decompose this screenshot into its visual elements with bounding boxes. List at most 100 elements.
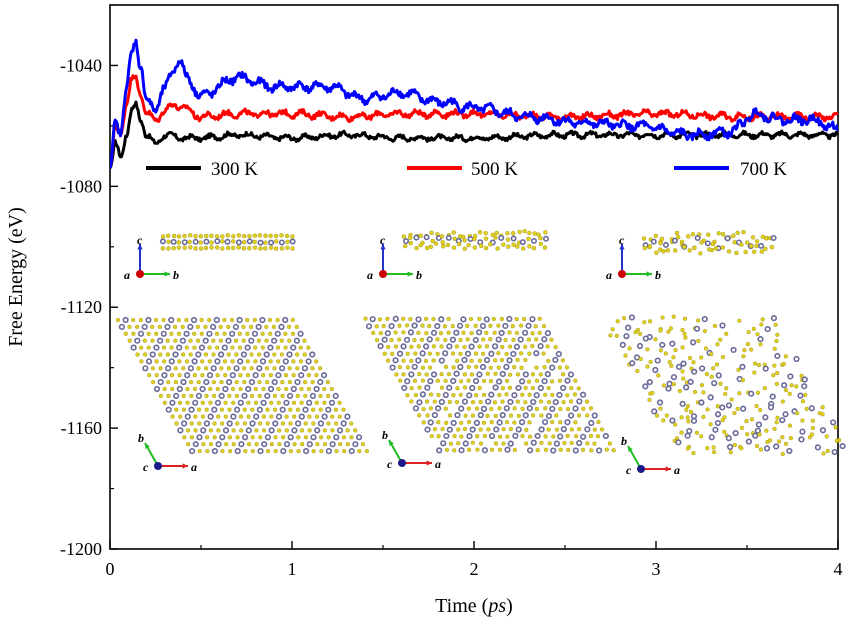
metal-atom [192, 399, 199, 406]
sulfur-atom [493, 358, 498, 363]
sulfur-atom [242, 421, 247, 426]
sulfur-atom [413, 393, 418, 398]
sulfur-atom [520, 392, 525, 397]
sulfur-atom [242, 233, 247, 239]
sulfur-atom [228, 449, 233, 454]
sulfur-atom [508, 426, 514, 432]
sulfur-atom [170, 414, 175, 419]
sulfur-atom [322, 386, 327, 392]
sulfur-atom [592, 441, 597, 446]
metal-atom [446, 343, 453, 350]
metal-atom [404, 378, 411, 385]
metal-atom [769, 393, 776, 400]
sulfur-atom [714, 362, 720, 367]
sulfur-atom [466, 406, 471, 411]
metal-atom [222, 427, 230, 434]
metal-atom [344, 413, 351, 420]
metal-atom [275, 372, 282, 379]
sulfur-atom [515, 372, 521, 377]
legend-label-700k: 700 K [740, 159, 787, 180]
metal-atom [708, 434, 715, 441]
top-view-500k [363, 315, 616, 454]
sulfur-atom [242, 366, 247, 371]
metal-atom [309, 351, 316, 358]
sulfur-atom [499, 357, 504, 363]
sulfur-atom [438, 331, 444, 336]
metal-atom [259, 358, 267, 365]
sulfur-atom [480, 351, 486, 356]
sulfur-atom [197, 407, 202, 412]
c-axis-label: c [626, 463, 632, 477]
sulfur-atom [181, 393, 186, 398]
sulfur-atom [171, 245, 176, 251]
sulfur-atom [198, 240, 203, 245]
sulfur-atom [200, 373, 205, 378]
sulfur-atom [569, 427, 574, 432]
metal-atom [401, 384, 408, 392]
sulfur-atom [539, 413, 544, 418]
sulfur-atom [683, 335, 688, 340]
sulfur-atom [424, 372, 429, 377]
metal-atom [225, 337, 232, 344]
sulfur-atom [538, 372, 543, 377]
sulfur-atom [300, 442, 305, 447]
metal-atom [530, 439, 537, 446]
sulfur-atom [290, 317, 295, 323]
sulfur-atom [279, 233, 284, 238]
sulfur-atom [668, 326, 673, 331]
metal-atom [251, 330, 259, 337]
sulfur-atom [420, 378, 426, 383]
sulfur-atom [401, 358, 406, 363]
metal-atom [711, 380, 718, 387]
sulfur-atom [227, 435, 232, 440]
metal-atom [222, 385, 229, 393]
metal-atom [435, 405, 442, 412]
metal-atom [192, 238, 199, 245]
sulfur-atom [371, 330, 376, 335]
sulfur-atom [230, 386, 236, 392]
sulfur-atom [198, 234, 204, 239]
sulfur-atom [483, 230, 488, 236]
sulfur-atom [226, 324, 231, 329]
sulfur-atom [226, 352, 231, 357]
arrow-head [389, 440, 394, 446]
metal-atom [498, 234, 505, 241]
sulfur-atom [477, 386, 482, 391]
sulfur-atom [275, 317, 280, 323]
metal-atom [206, 372, 214, 379]
sulfur-atom [720, 245, 726, 250]
sulfur-atom [484, 330, 489, 335]
sulfur-atom [501, 427, 506, 432]
metal-atom [264, 434, 272, 441]
sulfur-atom [610, 327, 615, 332]
sulfur-atom [219, 366, 224, 371]
sulfur-atom [648, 359, 653, 364]
metal-atom [184, 372, 191, 379]
sulfur-atom [189, 380, 194, 385]
metal-atom [298, 372, 305, 379]
sulfur-atom [252, 245, 258, 250]
metal-atom [483, 316, 490, 323]
metal-atom [206, 330, 213, 337]
metal-atom [819, 427, 827, 434]
sulfur-atom [408, 317, 413, 322]
sulfur-atom [759, 249, 765, 254]
metal-atom [369, 316, 376, 323]
metal-atom [279, 365, 286, 372]
c-axis-dot [637, 465, 645, 473]
sulfur-atom [665, 248, 671, 253]
sulfur-atom [314, 400, 319, 405]
sulfur-atom [143, 352, 148, 357]
metal-atom [377, 342, 384, 350]
metal-atom [552, 399, 559, 406]
metal-atom [278, 323, 285, 331]
metal-atom [512, 432, 519, 439]
metal-atom [340, 420, 347, 427]
sulfur-atom [334, 449, 339, 454]
sulfur-atom [679, 430, 684, 435]
sulfur-atom [200, 414, 206, 419]
sulfur-atom [447, 399, 452, 405]
metal-atom [491, 343, 499, 350]
metal-atom [770, 234, 777, 241]
